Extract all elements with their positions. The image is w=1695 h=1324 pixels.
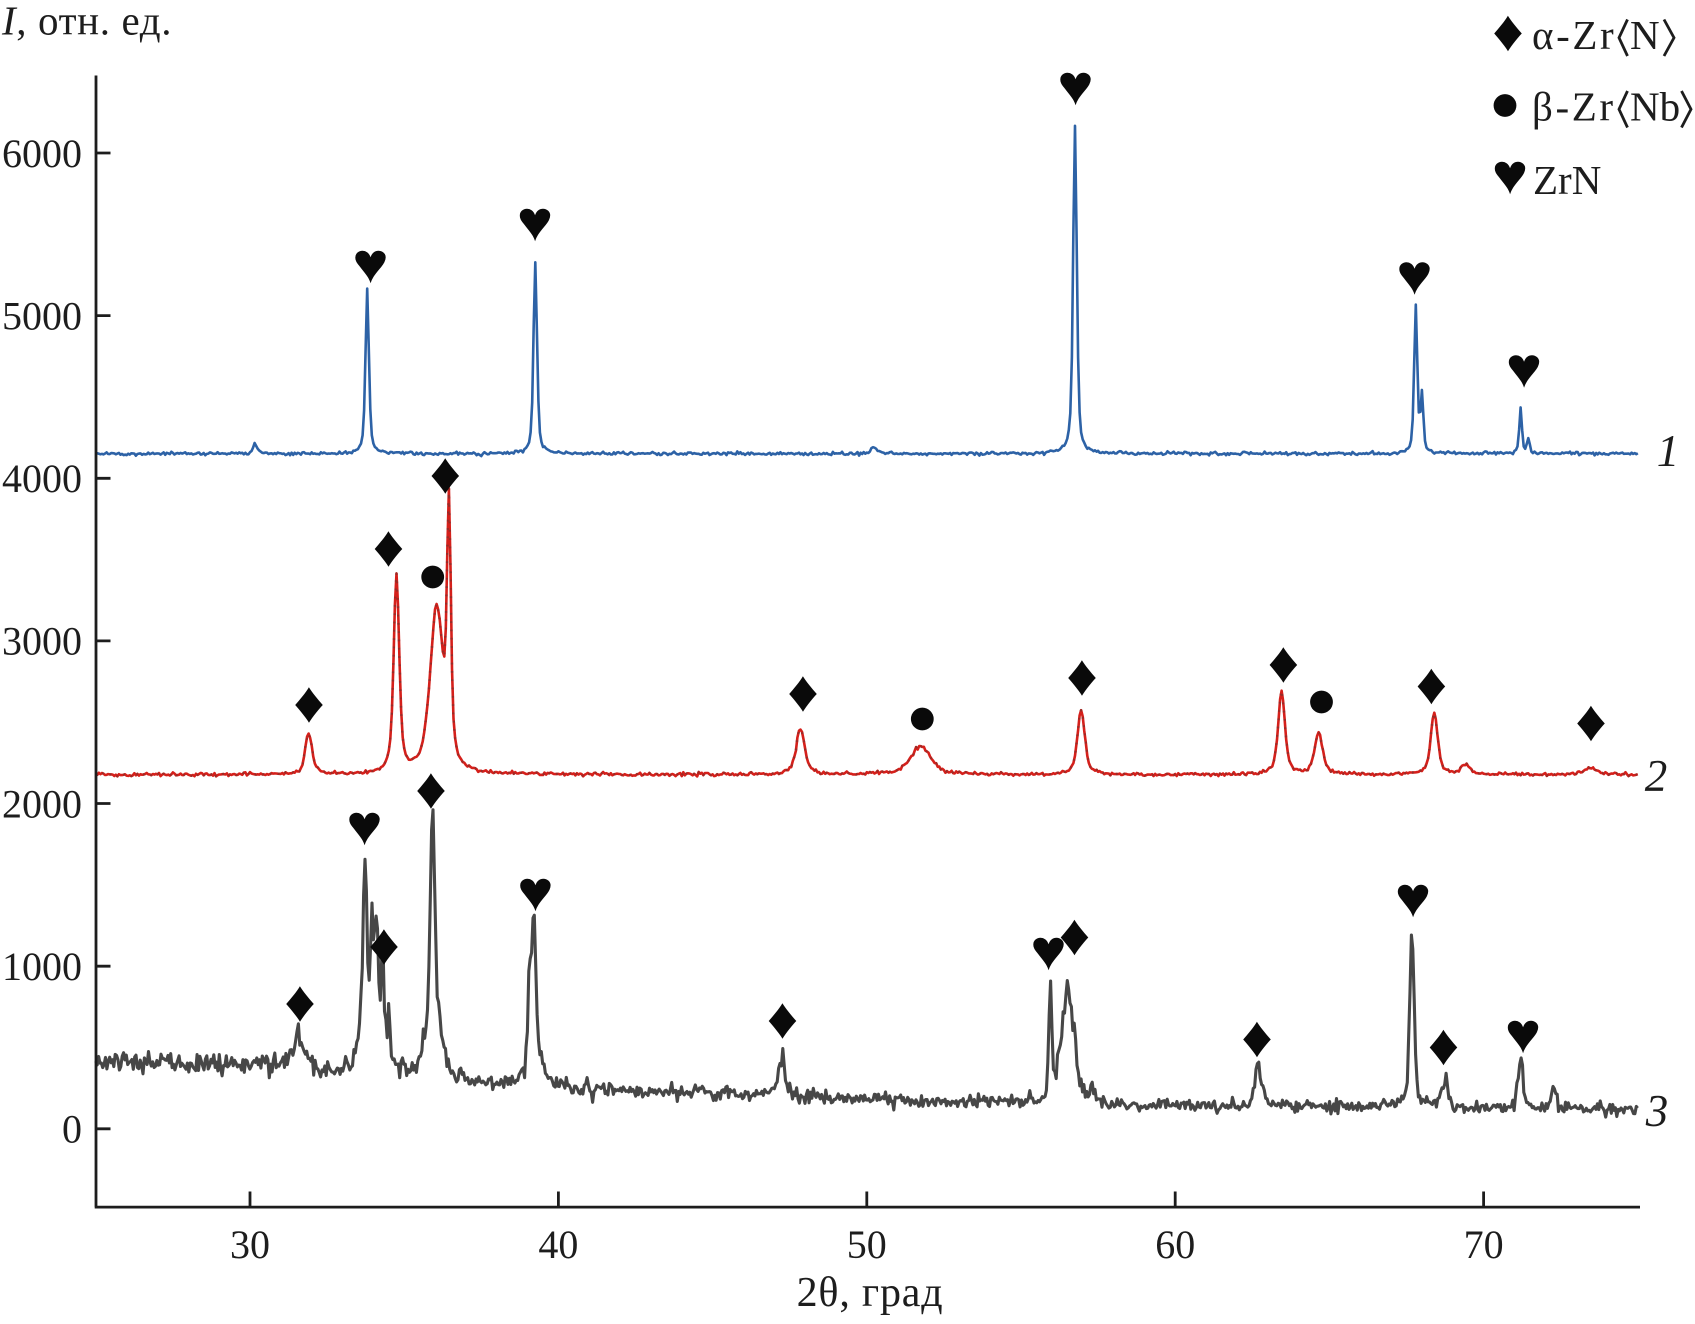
svg-text:2θ, град: 2θ, град xyxy=(797,1270,944,1316)
svg-text:5000: 5000 xyxy=(2,293,82,338)
svg-text:α-Zr: α-Zr xyxy=(1532,12,1616,58)
svg-text:4000: 4000 xyxy=(2,456,82,501)
svg-text:60: 60 xyxy=(1155,1222,1195,1267)
svg-text:50: 50 xyxy=(847,1222,887,1267)
svg-text:6000: 6000 xyxy=(2,131,82,176)
svg-text:2000: 2000 xyxy=(2,781,82,826)
svg-text:3: 3 xyxy=(1645,1086,1669,1136)
svg-text:30: 30 xyxy=(230,1222,270,1267)
svg-text:0: 0 xyxy=(62,1107,82,1152)
svg-text:3000: 3000 xyxy=(2,619,82,664)
svg-text:N: N xyxy=(1630,12,1660,58)
svg-text:ZrN: ZrN xyxy=(1533,157,1601,203)
svg-text:70: 70 xyxy=(1464,1222,1504,1267)
svg-text:Nb: Nb xyxy=(1630,84,1680,130)
svg-text:β-Zr: β-Zr xyxy=(1532,84,1616,130)
svg-text:1: 1 xyxy=(1657,426,1680,476)
svg-text:1000: 1000 xyxy=(2,944,82,989)
svg-text:I, отн. ед.: I, отн. ед. xyxy=(1,0,172,44)
svg-text:40: 40 xyxy=(538,1222,578,1267)
svg-text:2: 2 xyxy=(1645,751,1668,801)
